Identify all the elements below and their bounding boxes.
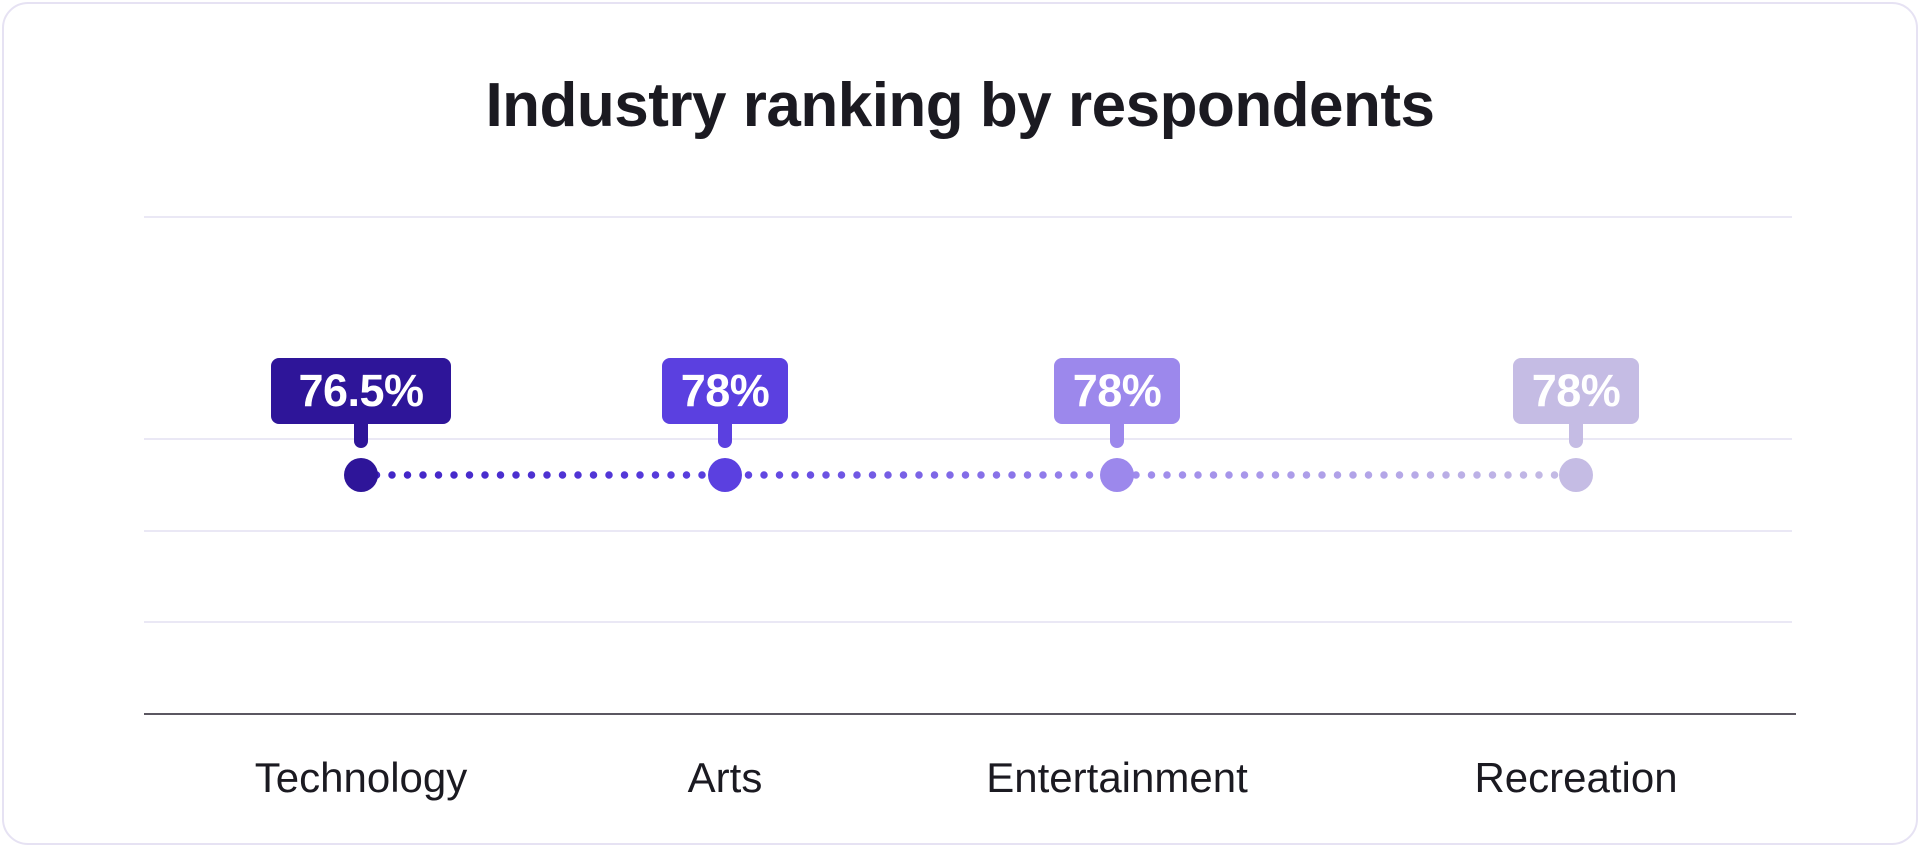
gridline-2: [144, 438, 1792, 440]
value-badge-arts: 78%: [662, 358, 788, 424]
gridline-1: [144, 216, 1792, 218]
value-badge-technology: 76.5%: [271, 358, 451, 424]
chart-title: Industry ranking by respondents: [485, 71, 1435, 140]
gridline-3: [144, 530, 1792, 532]
badge-pointer-entertainment: [1110, 421, 1124, 448]
connector-dotted-line: [357, 471, 1580, 479]
data-point-dot-recreation: [1559, 458, 1593, 492]
value-badge-recreation: 78%: [1513, 358, 1639, 424]
badge-pointer-arts: [718, 421, 732, 448]
data-point-dot-entertainment: [1100, 458, 1134, 492]
gridline-4: [144, 621, 1792, 623]
x-axis-label-entertainment: Entertainment: [986, 754, 1248, 801]
value-badge-entertainment: 78%: [1054, 358, 1180, 424]
data-point-dot-technology: [344, 458, 378, 492]
badge-pointer-technology: [354, 421, 368, 448]
badge-pointer-recreation: [1569, 421, 1583, 448]
x-axis-label-arts: Arts: [687, 754, 763, 801]
data-point-dot-arts: [708, 458, 742, 492]
x-axis-label-recreation: Recreation: [1474, 754, 1678, 801]
x-axis-label-technology: Technology: [254, 754, 468, 801]
x-axis-line: [144, 713, 1796, 715]
